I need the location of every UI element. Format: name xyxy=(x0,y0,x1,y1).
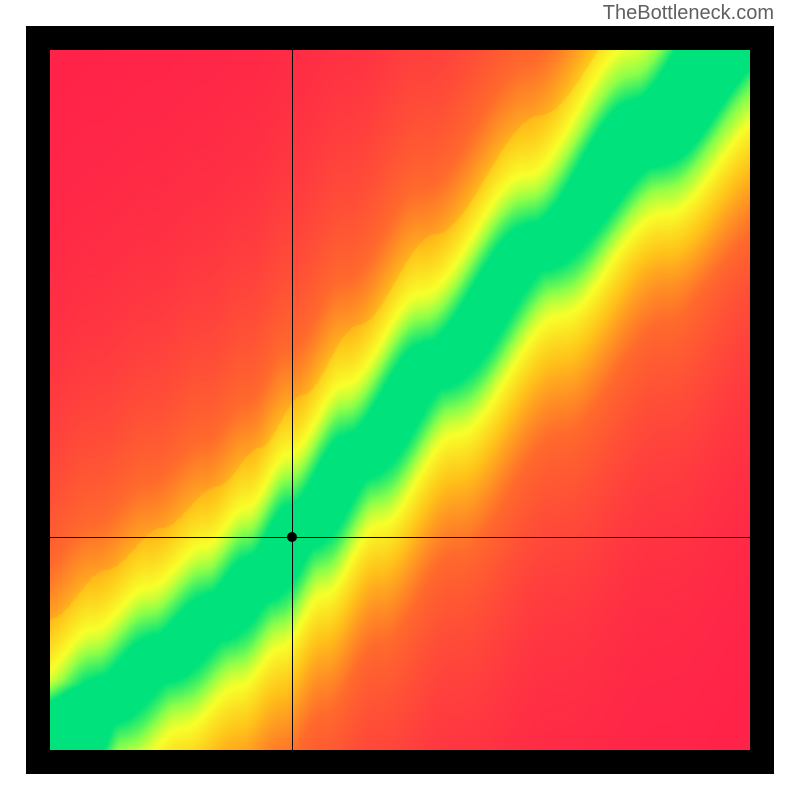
crosshair-horizontal xyxy=(50,537,750,538)
plot-area xyxy=(50,50,750,750)
chart-container: TheBottleneck.com xyxy=(0,0,800,800)
marker-dot xyxy=(287,532,297,542)
watermark-text: TheBottleneck.com xyxy=(603,2,774,25)
heatmap-canvas xyxy=(50,50,750,750)
crosshair-vertical xyxy=(292,50,293,750)
plot-frame xyxy=(26,26,774,774)
